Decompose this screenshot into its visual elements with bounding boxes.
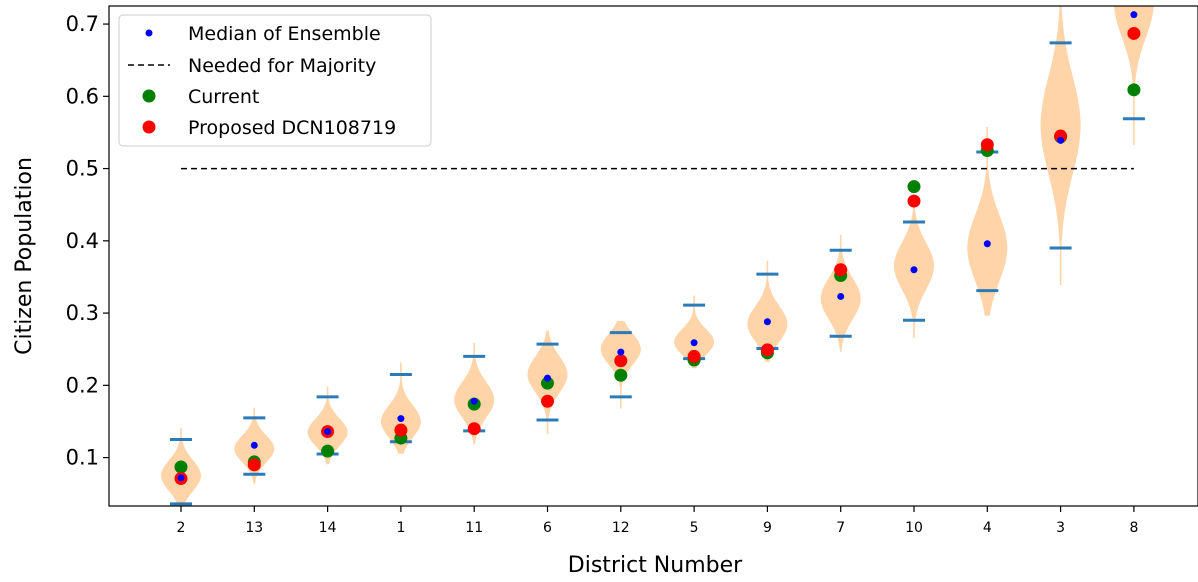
x-tick-label: 4 — [983, 520, 992, 536]
legend: Median of Ensemble Needed for Majority C… — [118, 14, 432, 147]
median-point-9 — [763, 318, 771, 326]
violin-8 — [1114, 6, 1154, 145]
x-tick-label: 3 — [1056, 520, 1065, 536]
proposed-point-5 — [687, 349, 701, 363]
x-tick-label: 8 — [1129, 520, 1138, 536]
legend-label-median: Median of Ensemble — [188, 23, 381, 45]
violin-5 — [674, 295, 715, 369]
x-tick-label: 6 — [543, 520, 552, 536]
y-tick-label: 0.3 — [66, 301, 99, 325]
proposed-point-12 — [614, 354, 628, 368]
violin-9 — [747, 260, 788, 362]
median-point-8 — [1130, 11, 1138, 19]
y-tick-label: 0.6 — [66, 84, 99, 108]
legend-marker-median — [145, 29, 153, 37]
median-point-13 — [250, 441, 258, 449]
legend-marker-proposed — [142, 120, 156, 134]
proposed-point-10 — [907, 194, 921, 208]
current-point-2 — [174, 460, 188, 474]
x-tick-label: 7 — [836, 520, 845, 536]
median-point-11 — [470, 397, 478, 405]
x-tick-label: 5 — [690, 520, 699, 536]
median-point-3 — [1057, 136, 1065, 144]
median-point-14 — [324, 428, 332, 436]
proposed-point-13 — [247, 458, 261, 472]
x-tick-label: 9 — [763, 520, 772, 536]
x-tick-label: 14 — [319, 520, 337, 536]
y-tick-label: 0.4 — [66, 229, 99, 253]
violin-3 — [1040, 6, 1081, 285]
proposed-point-7 — [834, 263, 848, 277]
x-tick-label: 11 — [465, 520, 483, 536]
y-tick-label: 0.5 — [66, 157, 99, 181]
median-point-12 — [617, 348, 625, 356]
y-tick-label: 0.7 — [66, 12, 99, 36]
legend-label-current: Current — [188, 86, 259, 108]
proposed-point-11 — [467, 422, 481, 436]
x-tick-label: 10 — [905, 520, 923, 536]
proposed-point-4 — [980, 138, 994, 152]
current-point-12 — [614, 368, 628, 382]
median-point-1 — [397, 415, 405, 423]
violin-1 — [380, 362, 421, 454]
proposed-point-9 — [760, 343, 774, 357]
y-tick-label: 0.1 — [66, 446, 99, 470]
median-point-5 — [690, 339, 698, 347]
y-axis-title: Citizen Population — [12, 157, 37, 355]
current-point-8 — [1127, 83, 1141, 97]
median-point-4 — [983, 240, 991, 248]
proposed-point-8 — [1127, 26, 1141, 40]
x-axis-title: District Number — [568, 553, 743, 578]
x-axis: 2 13 14 1 11 6 12 5 9 7 10 4 3 8 — [177, 506, 1138, 536]
points-layer — [174, 11, 1141, 486]
legend-label-majority: Needed for Majority — [188, 55, 376, 77]
x-tick-label: 13 — [245, 520, 263, 536]
x-tick-label: 2 — [177, 520, 186, 536]
y-axis: 0.1 0.2 0.3 0.4 0.5 0.6 0.7 — [66, 12, 109, 470]
current-point-14 — [321, 444, 335, 458]
violin-4 — [967, 127, 1008, 316]
plot-frame — [108, 5, 1198, 507]
current-point-6 — [541, 376, 554, 390]
legend-box — [118, 14, 432, 147]
y-tick-label: 0.2 — [66, 373, 99, 397]
median-point-6 — [544, 374, 551, 382]
current-point-10 — [907, 180, 921, 194]
legend-marker-current — [142, 89, 156, 103]
median-point-10 — [910, 266, 918, 274]
violin-11 — [454, 343, 495, 445]
proposed-point-6 — [541, 394, 554, 408]
extrema-layer — [170, 41, 1145, 506]
median-point-7 — [837, 292, 845, 300]
x-tick-label: 12 — [612, 520, 630, 536]
legend-label-proposed: Proposed DCN108719 — [188, 117, 396, 139]
proposed-point-1 — [394, 423, 408, 437]
x-tick-label: 1 — [396, 520, 405, 536]
median-point-2 — [177, 474, 185, 482]
